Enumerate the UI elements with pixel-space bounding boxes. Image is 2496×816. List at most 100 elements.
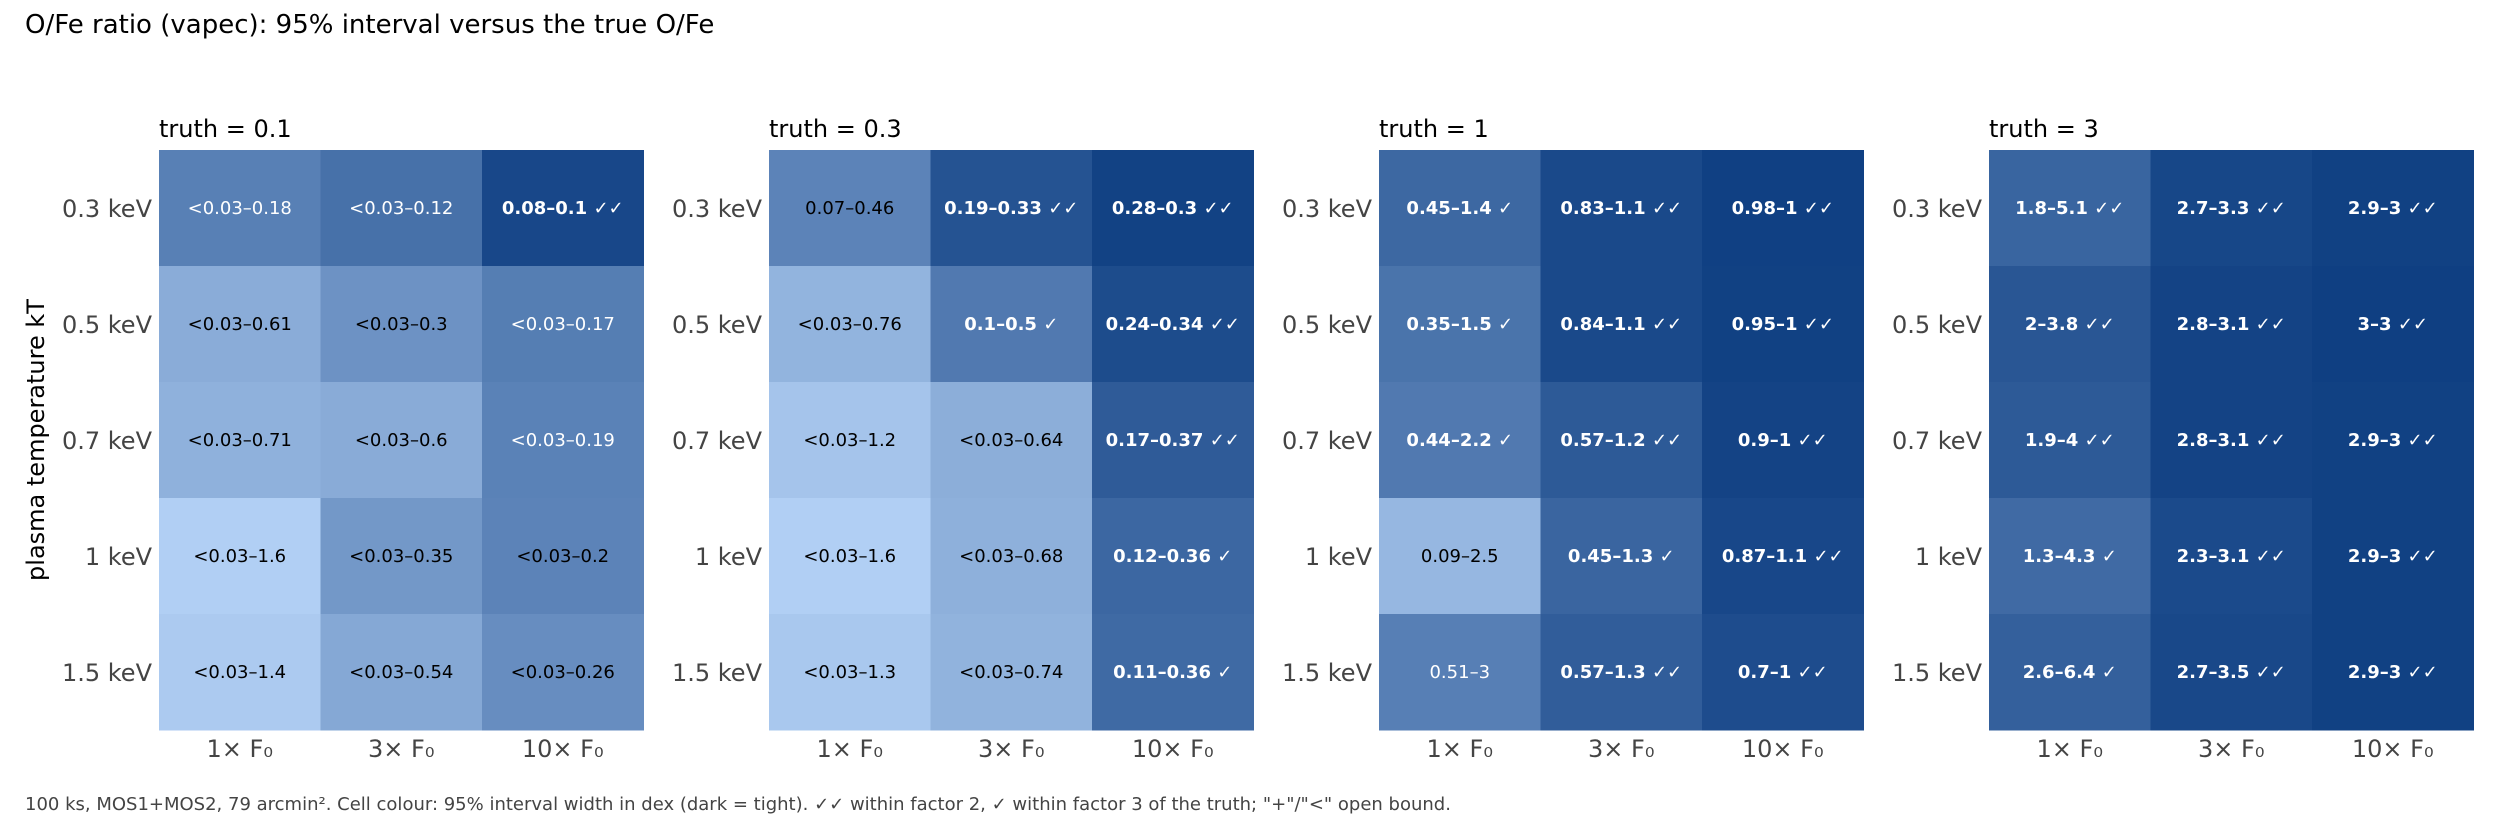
heatmap-cell xyxy=(1379,382,1541,499)
cell-label: 2.9–3 ✓✓ xyxy=(2348,546,2438,567)
y-tick-label: 0.7 keV xyxy=(62,427,153,455)
heatmap-cell xyxy=(930,382,1093,499)
cell-label: <0.03–1.3 xyxy=(803,662,896,683)
heatmap-cell xyxy=(159,382,321,499)
x-tick-label: 3× F₀ xyxy=(2198,735,2264,763)
cell-label: <0.03–1.2 xyxy=(803,430,896,451)
y-tick-label: 1.5 keV xyxy=(1282,659,1373,687)
heatmap-cell xyxy=(320,150,483,267)
cell-label: 0.84–1.1 ✓✓ xyxy=(1560,314,1682,335)
heatmap-cell xyxy=(769,150,931,267)
heatmap-cell xyxy=(1092,382,1254,499)
y-tick-label: 0.5 keV xyxy=(1892,311,1983,339)
heatmap-cell xyxy=(1989,614,2151,731)
cell-label: 0.07–0.46 xyxy=(805,198,894,219)
heatmap-cell xyxy=(2312,382,2474,499)
heatmap-cell xyxy=(930,150,1093,267)
heatmap-cell xyxy=(482,382,644,499)
cell-label: <0.03–1.4 xyxy=(193,662,286,683)
cell-label: 0.45–1.4 ✓ xyxy=(1406,198,1513,219)
cell-label: 2.3–3.1 ✓✓ xyxy=(2177,546,2286,567)
cell-label: 2.7–3.5 ✓✓ xyxy=(2177,662,2286,683)
cell-label: <0.03–0.19 xyxy=(511,430,615,451)
cell-label: <0.03–0.68 xyxy=(959,546,1063,567)
heatmap-cell xyxy=(930,498,1093,615)
y-tick-label: 0.5 keV xyxy=(672,311,763,339)
x-tick-label: 10× F₀ xyxy=(522,735,604,763)
panel-title: truth = 0.3 xyxy=(769,115,902,143)
heatmap-cell xyxy=(1702,498,1864,615)
y-tick-label: 0.3 keV xyxy=(62,195,153,223)
heatmap-cell xyxy=(2312,150,2474,267)
cell-label: <0.03–0.26 xyxy=(511,662,615,683)
y-tick-label: 0.3 keV xyxy=(1282,195,1373,223)
cell-label: 1.9–4 ✓✓ xyxy=(2025,430,2115,451)
heatmap-cell xyxy=(1092,614,1254,731)
cell-label: <0.03–0.6 xyxy=(355,430,448,451)
heatmap-cell xyxy=(482,266,644,383)
heatmap-cell xyxy=(1540,266,1703,383)
heatmap-cell xyxy=(1379,614,1541,731)
y-tick-label: 0.7 keV xyxy=(1282,427,1373,455)
cell-label: 0.08–0.1 ✓✓ xyxy=(502,198,624,219)
y-tick-label: 0.5 keV xyxy=(62,311,153,339)
heatmap-cell xyxy=(159,614,321,731)
cell-label: <0.03–0.54 xyxy=(349,662,453,683)
cell-label: 0.57–1.3 ✓✓ xyxy=(1560,662,1682,683)
heatmap-cell xyxy=(1092,150,1254,267)
cell-label: 0.11–0.36 ✓ xyxy=(1113,662,1232,683)
x-tick-label: 3× F₀ xyxy=(1588,735,1654,763)
cell-label: <0.03–0.17 xyxy=(511,314,615,335)
heatmap-cell xyxy=(159,498,321,615)
cell-label: 0.7–1 ✓✓ xyxy=(1738,662,1828,683)
y-tick-label: 1 keV xyxy=(1915,543,1983,571)
cell-label: 2.8–3.1 ✓✓ xyxy=(2177,430,2286,451)
cell-label: 0.44–2.2 ✓ xyxy=(1406,430,1513,451)
cell-label: <0.03–1.6 xyxy=(803,546,896,567)
cell-label: 0.45–1.3 ✓ xyxy=(1568,546,1675,567)
heatmap-cell xyxy=(1989,150,2151,267)
cell-label: <0.03–0.12 xyxy=(349,198,453,219)
x-tick-label: 1× F₀ xyxy=(2037,735,2103,763)
cell-label: <0.03–0.71 xyxy=(188,430,292,451)
heatmap-cell xyxy=(482,614,644,731)
x-tick-label: 10× F₀ xyxy=(1132,735,1214,763)
cell-label: 2.8–3.1 ✓✓ xyxy=(2177,314,2286,335)
y-tick-label: 1.5 keV xyxy=(62,659,153,687)
heatmap-cell xyxy=(2150,614,2313,731)
cell-label: 0.19–0.33 ✓✓ xyxy=(944,198,1078,219)
x-tick-label: 1× F₀ xyxy=(1427,735,1493,763)
y-tick-label: 1.5 keV xyxy=(1892,659,1983,687)
heatmap-cell xyxy=(1989,266,2151,383)
x-tick-label: 1× F₀ xyxy=(817,735,883,763)
heatmap-cell xyxy=(1540,382,1703,499)
cell-label: 2.9–3 ✓✓ xyxy=(2348,662,2438,683)
heatmap-cell xyxy=(2312,498,2474,615)
cell-label: 1.3–4.3 ✓ xyxy=(2023,546,2117,567)
cell-label: <0.03–0.64 xyxy=(959,430,1063,451)
heatmap-cell xyxy=(1379,498,1541,615)
heatmap-cell xyxy=(1540,498,1703,615)
cell-label: 0.17–0.37 ✓✓ xyxy=(1106,430,1240,451)
cell-label: 0.57–1.2 ✓✓ xyxy=(1560,430,1682,451)
y-axis-label: plasma temperature kT xyxy=(22,299,50,581)
y-tick-label: 1 keV xyxy=(1305,543,1373,571)
cell-label: 1.8–5.1 ✓✓ xyxy=(2015,198,2124,219)
heatmap-cell xyxy=(1989,382,2151,499)
heatmap-cell xyxy=(2150,498,2313,615)
cell-label: 0.09–2.5 xyxy=(1421,546,1499,567)
x-tick-label: 3× F₀ xyxy=(978,735,1044,763)
heatmap-cell xyxy=(769,382,931,499)
heatmap-cell xyxy=(482,498,644,615)
heatmap-cell xyxy=(930,614,1093,731)
panel-title: truth = 1 xyxy=(1379,115,1489,143)
cell-label: 3–3 ✓✓ xyxy=(2358,314,2428,335)
y-tick-label: 0.3 keV xyxy=(672,195,763,223)
x-tick-label: 3× F₀ xyxy=(368,735,434,763)
heatmap-cell xyxy=(320,266,483,383)
panel-title: truth = 3 xyxy=(1989,115,2099,143)
cell-label: 0.24–0.34 ✓✓ xyxy=(1106,314,1240,335)
cell-label: <0.03–0.35 xyxy=(349,546,453,567)
heatmap-cell xyxy=(2150,266,2313,383)
